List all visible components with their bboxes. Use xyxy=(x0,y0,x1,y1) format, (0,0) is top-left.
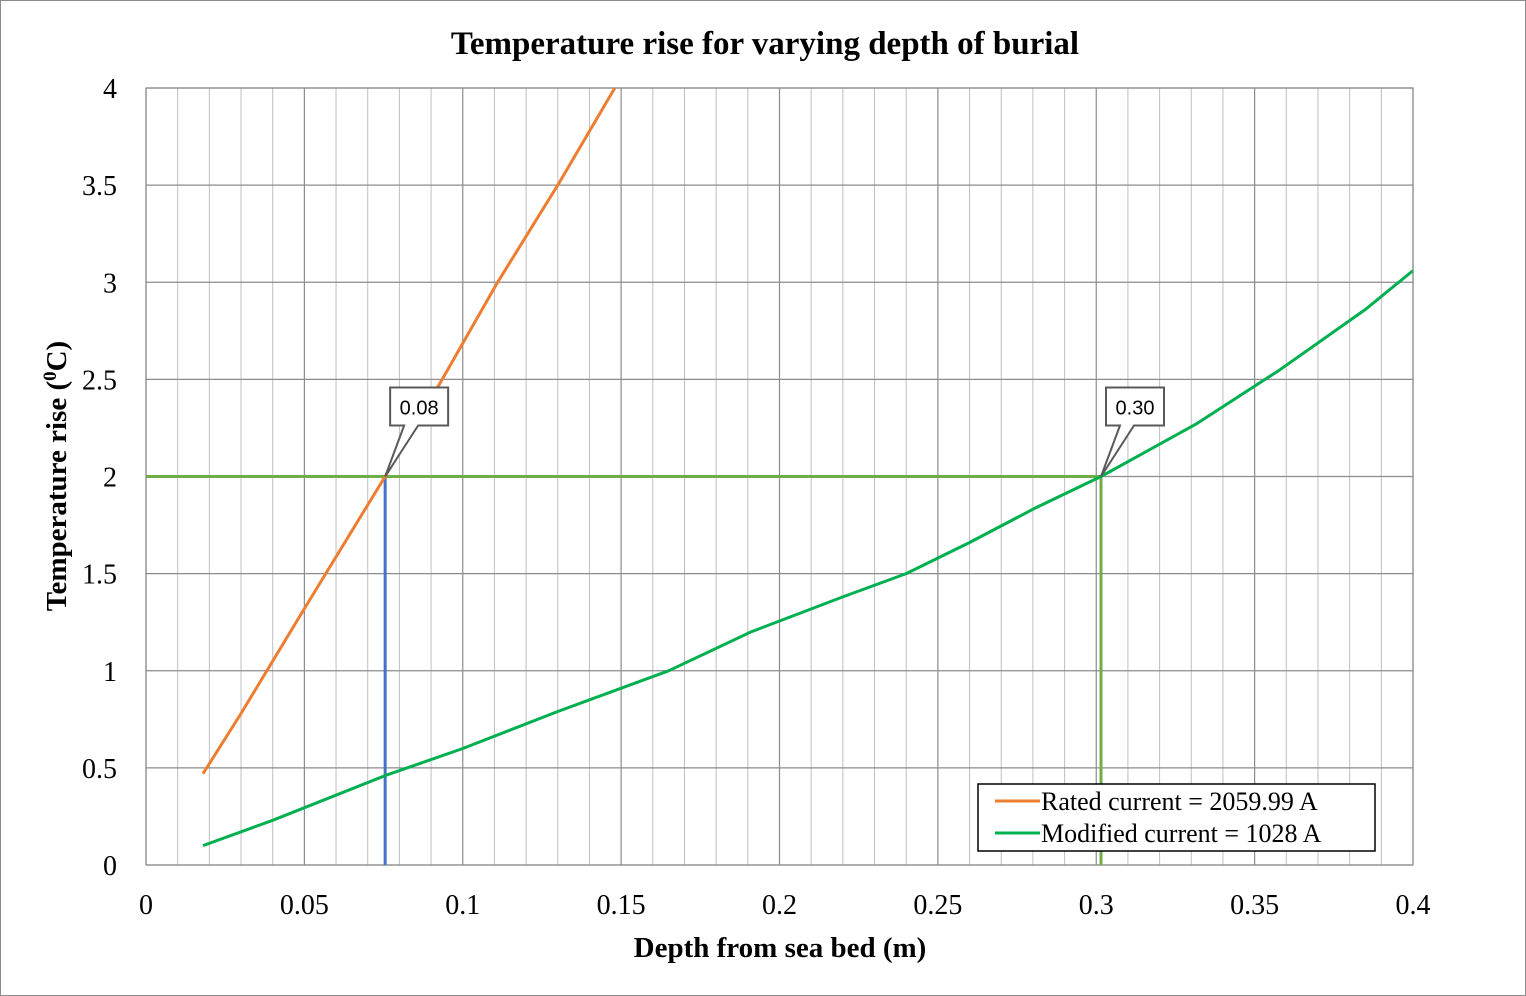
callout-box xyxy=(384,386,450,478)
x-tick-label: 0.3 xyxy=(1079,890,1114,921)
x-tick-label: 0.15 xyxy=(597,890,646,921)
y-tick-label: 4 xyxy=(103,74,117,105)
y-tick-label: 3.5 xyxy=(82,171,117,202)
x-axis-title: Depth from sea bed (m) xyxy=(634,932,927,964)
x-tick-label: 0.4 xyxy=(1396,890,1431,921)
x-axis-tick-labels: 0 0.05 0.1 0.15 0.2 0.25 0.3 0.35 0.4 xyxy=(139,890,1431,921)
y-tick-label: 2.5 xyxy=(82,365,117,396)
legend: Rated current = 2059.99 A Modified curre… xyxy=(977,783,1376,852)
callout-label: 0.30 xyxy=(1116,398,1155,420)
y-axis-title: Temperature rise (0C) xyxy=(40,341,73,611)
y-tick-label: 2 xyxy=(103,463,117,494)
x-tick-label: 0.1 xyxy=(445,890,480,921)
y-tick-label: 3 xyxy=(103,268,117,299)
legend-label-rated-current: Rated current = 2059.99 A xyxy=(1041,787,1318,816)
y-axis-tick-labels: 0 0.5 1 1.5 2 2.5 3 3.5 4 xyxy=(82,74,117,882)
x-tick-label: 0 xyxy=(139,890,153,921)
legend-box xyxy=(977,783,1376,852)
x-tick-label: 0.35 xyxy=(1230,890,1279,921)
y-tick-label: 1.5 xyxy=(82,560,117,591)
y-tick-label: 1 xyxy=(103,657,117,688)
legend-label-modified-current: Modified current = 1028 A xyxy=(1041,819,1322,848)
callout-label: 0.08 xyxy=(400,398,439,420)
series-modified-current xyxy=(202,269,1413,848)
x-tick-label: 0.25 xyxy=(913,890,962,921)
y-tick-label: 0.5 xyxy=(82,754,117,785)
x-tick-label: 0.2 xyxy=(762,890,797,921)
reference-lines xyxy=(146,475,1103,865)
callout-box xyxy=(1100,386,1165,478)
x-tick-label: 0.05 xyxy=(280,890,329,921)
y-tick-label: 0 xyxy=(103,851,117,882)
data-callouts: 0.08 0.30 xyxy=(384,386,1165,478)
chart-title: Temperature rise for varying depth of bu… xyxy=(451,26,1079,62)
